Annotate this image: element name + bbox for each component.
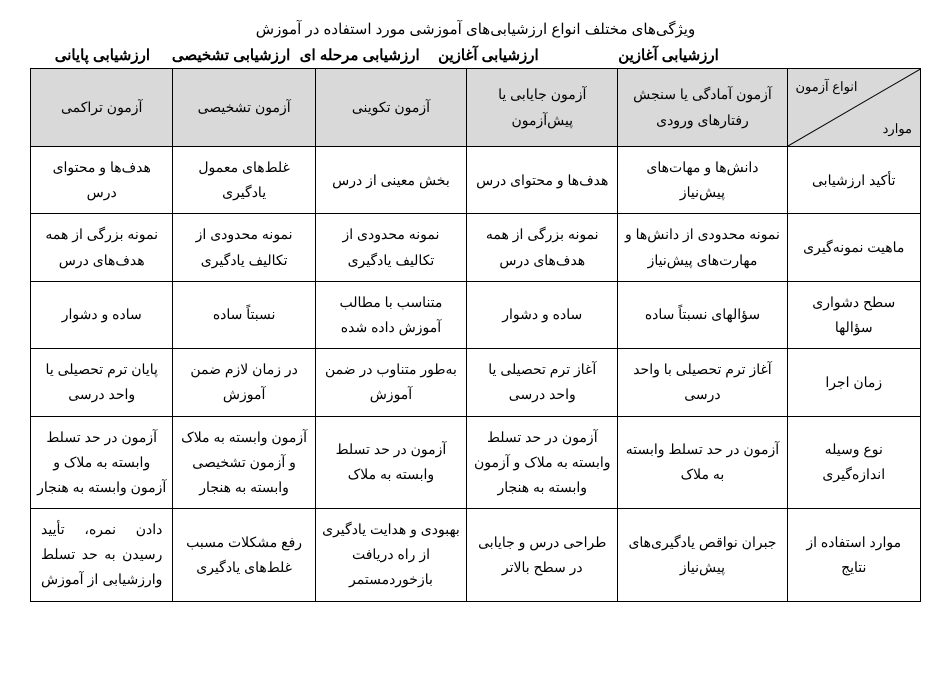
table-cell: پایان ترم تحصیلی یا واحد درسی [31,349,173,416]
table-cell: به‌طور متناوب در ضمن آموزش [315,349,466,416]
table-header-row: انواع آزمون موارد آزمون آمادگی یا سنجش ر… [31,69,921,147]
table-cell: آزمون در حد تسلط وابسته به ملاک [315,416,466,509]
table-cell: نسبتاً ساده [173,281,315,348]
table-cell: بهبودی و هدایت یادگیری از راه دریافت باز… [315,509,466,602]
table-cell: آزمون در حد تسلط وابسته به ملاک و آزمون … [31,416,173,509]
table-cell: آزمون در حد تسلط وابسته به ملاک و آزمون … [467,416,618,509]
category-label: ارزشیابی تشخیصی [167,46,296,64]
table-cell: دانش‌ها و مهات‌های پیش‌نیاز [618,147,787,214]
row-label: سطح دشواری سؤالها [787,281,921,348]
diag-bottom-label: موارد [883,117,912,140]
category-label: ارزشیابی آغازین [578,46,758,64]
category-label: ارزشیابی مرحله ای [295,46,424,64]
table-cell: نمونه بزرگی از همه هدف‌های درس [31,214,173,281]
table-cell: متناسب با مطالب آموزش داده شده [315,281,466,348]
table-cell: آزمون در حد تسلط وابسته به ملاک [618,416,787,509]
table-cell: نمونه بزرگی از همه هدف‌های درس [467,214,618,281]
table-row: نوع وسیله اندازه‌گیریآزمون در حد تسلط وا… [31,416,921,509]
table-row: زمان اجراآغاز ترم تحصیلی با واحد درسیآغا… [31,349,921,416]
column-header: آزمون تکوینی [315,69,466,147]
page-title: ویژگی‌های مختلف انواع ارزشیابی‌های آموزش… [30,20,921,38]
category-label: ارزشیابی آغازین [424,46,553,64]
row-label: موارد استفاده از نتایج [787,509,921,602]
column-header: آزمون تشخیصی [173,69,315,147]
table-cell: طراحی درس و جایابی در سطح بالاتر [467,509,618,602]
table-cell: دادن نمره، تأیید رسیدن به حد تسلط وارزشی… [31,509,173,602]
row-label: ماهیت نمونه‌گیری [787,214,921,281]
table-row: موارد استفاده از نتایججبران نواقص یادگیر… [31,509,921,602]
table-cell: ساده و دشوار [467,281,618,348]
table-cell: هدف‌ها و محتوای درس [467,147,618,214]
diag-top-label: انواع آزمون [796,75,858,98]
table-row: تأکید ارزشیابیدانش‌ها و مهات‌های پیش‌نیا… [31,147,921,214]
row-label: تأکید ارزشیابی [787,147,921,214]
category-row: ارزشیابی آغازین ارزشیابی آغازین ارزشیابی… [30,46,921,64]
table-cell: جبران نواقص یادگیری‌های پیش‌نیاز [618,509,787,602]
table-cell: نمونه محدودی از دانش‌ها و مهارت‌های پیش‌… [618,214,787,281]
table-cell: آغاز ترم تحصیلی یا واحد درسی [467,349,618,416]
table-cell: سؤالهای نسبتاً ساده [618,281,787,348]
row-label: زمان اجرا [787,349,921,416]
table-cell: در زمان لازم ضمن آموزش [173,349,315,416]
table-cell: غلط‌های معمول یادگیری [173,147,315,214]
table-cell: آغاز ترم تحصیلی با واحد درسی [618,349,787,416]
column-header: آزمون آمادگی یا سنجش رفتارهای ورودی [618,69,787,147]
table-cell: نمونه محدودی از تکالیف یادگیری [173,214,315,281]
table-row: ماهیت نمونه‌گیرینمونه محدودی از دانش‌ها … [31,214,921,281]
evaluation-table: انواع آزمون موارد آزمون آمادگی یا سنجش ر… [30,68,921,602]
table-cell: آزمون وابسته به ملاک و آزمون تشخیصی وابس… [173,416,315,509]
table-cell: هدف‌ها و محتوای درس [31,147,173,214]
column-header: آزمون جایابی یا پیش‌آزمون [467,69,618,147]
row-label: نوع وسیله اندازه‌گیری [787,416,921,509]
table-row: سطح دشواری سؤالهاسؤالهای نسبتاً سادهساده… [31,281,921,348]
table-cell: ساده و دشوار [31,281,173,348]
diagonal-header: انواع آزمون موارد [787,69,921,147]
column-header: آزمون تراکمی [31,69,173,147]
table-cell: بخش معینی از درس [315,147,466,214]
table-cell: رفع مشکلات مسبب غلط‌های یادگیری [173,509,315,602]
table-cell: نمونه محدودی از تکالیف یادگیری [315,214,466,281]
category-label: ارزشیابی پایانی [38,46,167,64]
